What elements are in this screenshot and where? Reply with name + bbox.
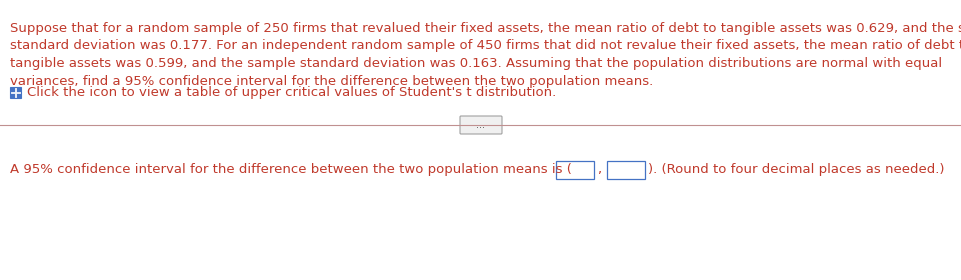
Text: tangible assets was 0.599, and the sample standard deviation was 0.163. Assuming: tangible assets was 0.599, and the sampl… — [10, 57, 941, 70]
Text: ...: ... — [476, 120, 485, 130]
Text: ). (Round to four decimal places as needed.): ). (Round to four decimal places as need… — [648, 164, 944, 176]
Bar — [16, 93, 21, 98]
Bar — [606, 161, 644, 179]
Bar — [16, 87, 21, 92]
Bar — [10, 87, 21, 98]
FancyBboxPatch shape — [459, 116, 502, 134]
Text: standard deviation was 0.177. For an independent random sample of 450 firms that: standard deviation was 0.177. For an ind… — [10, 39, 961, 53]
Bar — [10, 93, 15, 98]
Text: A 95% confidence interval for the difference between the two population means is: A 95% confidence interval for the differ… — [10, 164, 571, 176]
Bar — [10, 87, 15, 92]
Bar — [555, 161, 593, 179]
Text: ,: , — [597, 164, 601, 176]
Text: Suppose that for a random sample of 250 firms that revalued their fixed assets, : Suppose that for a random sample of 250 … — [10, 22, 961, 35]
Text: variances, find a 95% confidence interval for the difference between the two pop: variances, find a 95% confidence interva… — [10, 74, 653, 87]
Text: Click the icon to view a table of upper critical values of Student's t distribut: Click the icon to view a table of upper … — [27, 86, 555, 99]
